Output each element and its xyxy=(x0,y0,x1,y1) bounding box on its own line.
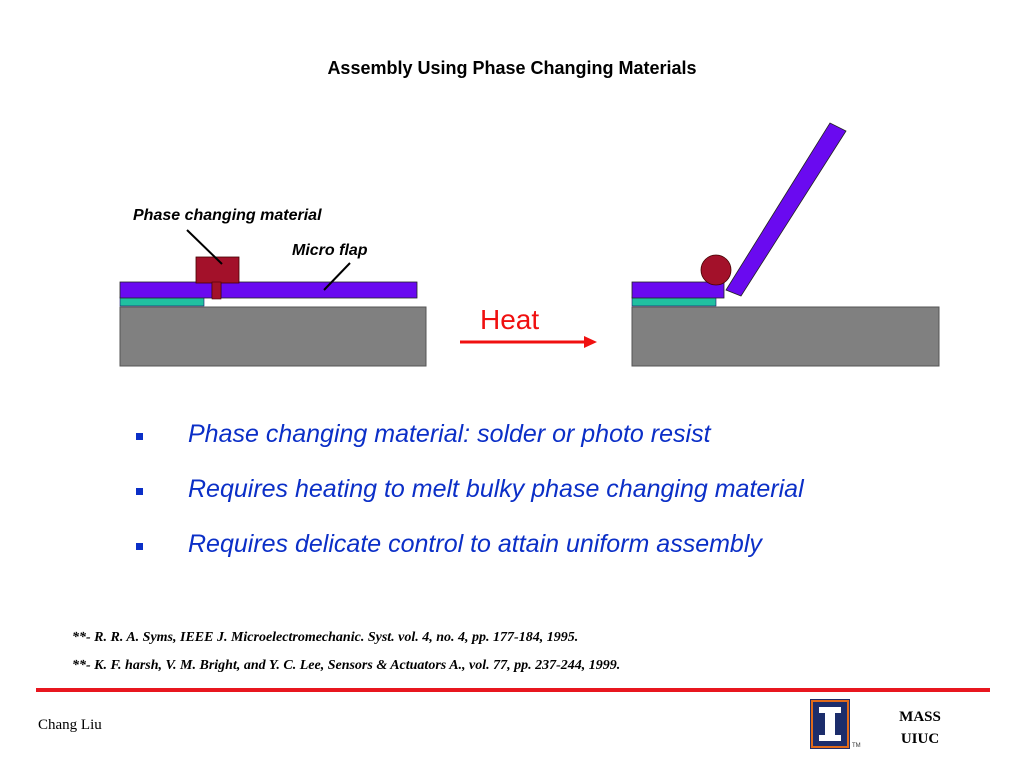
bullet-square-icon xyxy=(136,433,143,440)
references: **- R. R. A. Syms, IEEE J. Microelectrom… xyxy=(72,630,620,686)
pcm-pointer-line xyxy=(186,229,223,265)
right-lifted-flap xyxy=(725,122,847,297)
flap-pointer-line xyxy=(323,262,351,291)
org-label: MASS UIUC xyxy=(880,706,960,750)
reference-item: **- K. F. harsh, V. M. Bright, and Y. C.… xyxy=(72,658,621,673)
bullet-square-icon xyxy=(136,488,143,495)
slide-title: Assembly Using Phase Changing Materials xyxy=(327,58,697,78)
footer-divider xyxy=(36,688,990,692)
org-line-mass: MASS xyxy=(899,709,941,725)
left-base-plate xyxy=(119,281,213,299)
label-phase-changing-material: Phase changing material xyxy=(133,207,322,224)
left-micro-flap xyxy=(220,281,418,299)
bullet-text: Requires delicate control to attain unif… xyxy=(188,530,762,558)
bullet-text: Phase changing material: solder or photo… xyxy=(188,420,711,448)
left-pcm-stem xyxy=(211,281,222,300)
bullet-item: Requires delicate control to attain unif… xyxy=(130,528,950,583)
org-line-uiuc: UIUC xyxy=(900,731,940,747)
bullet-square-icon xyxy=(136,543,143,550)
right-base-plate xyxy=(631,281,725,299)
reference-item: **- R. R. A. Syms, IEEE J. Microelectrom… xyxy=(72,630,579,645)
bullet-item: Requires heating to melt bulky phase cha… xyxy=(130,473,950,528)
bullet-item: Phase changing material: solder or photo… xyxy=(130,418,950,473)
label-heat: Heat xyxy=(480,304,539,335)
right-pcm-ball xyxy=(700,254,732,286)
right-substrate xyxy=(631,306,940,367)
label-micro-flap: Micro flap xyxy=(292,242,368,259)
logo-trademark: TM xyxy=(852,743,861,749)
assembly-diagram: Phase changing material Micro flap Heat xyxy=(119,122,940,367)
university-logo xyxy=(810,699,850,749)
heat-arrow-head xyxy=(584,336,597,348)
left-substrate xyxy=(119,306,427,367)
bullet-text: Requires heating to melt bulky phase cha… xyxy=(188,475,804,503)
left-pcm-block xyxy=(195,256,240,284)
author-name: Chang Liu xyxy=(38,717,102,733)
bullet-list: Phase changing material: solder or photo… xyxy=(130,418,950,583)
